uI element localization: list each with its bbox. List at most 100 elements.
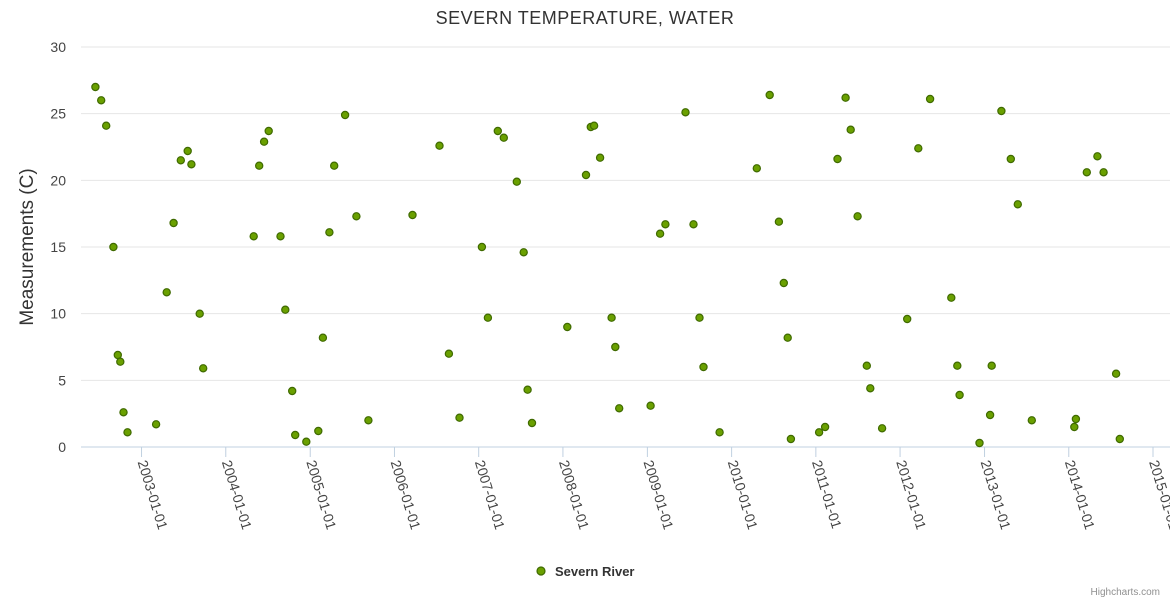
data-point[interactable] [151,420,161,429]
data-point[interactable] [646,401,655,410]
data-point[interactable] [814,428,824,437]
data-point[interactable] [183,146,192,156]
data-point[interactable] [314,426,323,436]
data-point[interactable] [1027,416,1037,425]
data-point[interactable] [483,313,493,322]
data-point[interactable] [1082,168,1092,177]
data-point[interactable] [116,357,125,366]
data-point[interactable] [955,390,964,400]
data-point[interactable] [259,137,269,146]
data-point[interactable] [765,90,774,100]
data-point[interactable] [715,428,724,437]
data-point[interactable] [325,228,334,237]
data-point[interactable] [1099,168,1108,177]
data-point[interactable] [779,278,789,288]
data-point[interactable] [563,322,572,332]
data-point[interactable] [455,413,464,422]
data-point[interactable] [302,437,311,446]
data-point[interactable] [340,110,350,120]
data-point[interactable] [123,428,132,437]
data-point[interactable] [493,126,502,136]
data-point[interactable] [96,96,106,105]
data-point[interactable] [512,177,522,186]
data-point[interactable] [695,313,704,322]
data-point[interactable] [903,314,912,324]
data-point[interactable] [1070,422,1079,432]
data-point[interactable] [953,361,962,370]
data-point[interactable] [195,309,204,318]
credit-link[interactable]: Highcharts.com [1091,587,1160,598]
data-point[interactable] [975,438,984,448]
data-point[interactable] [276,232,285,241]
data-point[interactable] [841,93,850,102]
data-point[interactable] [264,126,273,136]
data-point[interactable] [364,416,373,425]
x-tick-label: 2003-01-01 [135,458,171,531]
data-point[interactable] [914,144,923,153]
data-point[interactable] [833,154,842,164]
data-point[interactable] [281,305,290,314]
data-point[interactable] [352,212,361,221]
data-point[interactable] [519,248,528,257]
data-point[interactable] [862,361,872,370]
data-point[interactable] [925,94,935,104]
data-point[interactable] [176,156,185,165]
data-point[interactable] [581,170,591,180]
legend-marker[interactable] [536,566,546,576]
data-point[interactable] [101,121,111,130]
data-point[interactable] [595,153,605,162]
data-point[interactable] [291,430,300,440]
data-point[interactable] [611,342,620,352]
data-point[interactable] [752,164,762,173]
series-severn-river[interactable] [91,82,1125,448]
data-point[interactable] [866,384,875,393]
data-point[interactable] [255,161,264,170]
data-point[interactable] [607,313,616,322]
data-point[interactable] [689,220,698,229]
data-point[interactable] [527,418,537,428]
data-point[interactable] [91,82,100,92]
data-point[interactable] [330,161,339,170]
data-point[interactable] [288,386,297,396]
data-point[interactable] [774,217,784,226]
data-point[interactable] [162,288,171,297]
data-point[interactable] [615,404,624,413]
data-point[interactable] [109,242,118,252]
data-point[interactable] [1006,154,1016,164]
data-point[interactable] [408,210,417,220]
data-point[interactable] [846,125,855,134]
data-point[interactable] [1115,434,1125,444]
data-point[interactable] [1013,200,1023,209]
data-point[interactable] [947,293,956,302]
data-point[interactable] [187,160,196,169]
legend-label[interactable]: Severn River [555,564,635,579]
data-point[interactable] [499,133,508,142]
data-point[interactable] [169,218,178,228]
data-point[interactable] [997,106,1006,116]
data-point[interactable] [1071,414,1081,424]
data-point[interactable] [1111,369,1121,378]
data-point[interactable] [877,424,887,433]
data-point[interactable] [681,108,690,117]
data-point[interactable] [435,141,444,150]
data-point[interactable] [589,121,599,130]
legend[interactable]: Severn River [536,564,635,579]
data-point[interactable] [1093,152,1102,161]
data-point[interactable] [119,408,128,417]
data-point[interactable] [655,229,665,238]
data-point[interactable] [783,333,792,342]
data-point[interactable] [318,333,328,342]
data-point[interactable] [249,232,258,241]
data-point[interactable] [444,349,454,358]
data-point[interactable] [198,364,208,373]
data-point[interactable] [477,242,487,252]
y-tick-label: 20 [50,172,66,188]
data-point[interactable] [820,422,830,432]
data-point[interactable] [987,361,996,370]
data-point[interactable] [853,212,862,221]
data-point[interactable] [699,362,708,372]
data-point[interactable] [985,410,995,420]
data-point[interactable] [523,385,532,394]
data-point[interactable] [786,434,796,444]
data-point[interactable] [661,220,670,229]
